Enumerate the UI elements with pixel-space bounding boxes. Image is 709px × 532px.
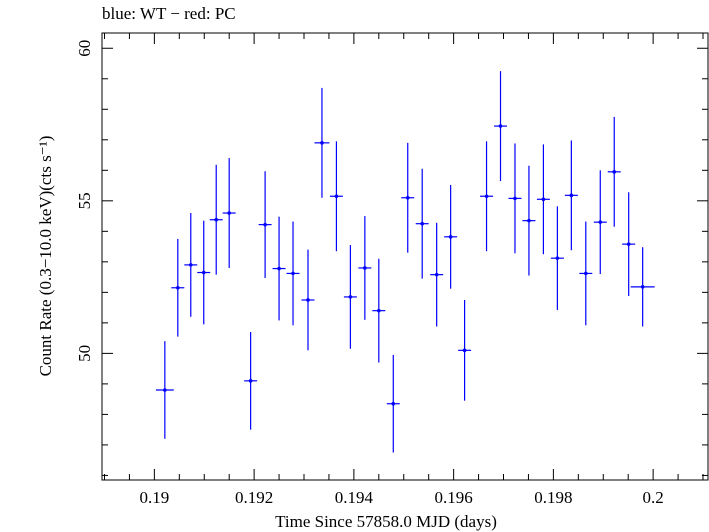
data-point [197, 220, 211, 325]
data-point [458, 299, 472, 401]
data-point [494, 71, 507, 181]
point-marker [405, 195, 410, 200]
point-marker [201, 270, 206, 275]
data-point [415, 168, 429, 279]
point-marker [513, 196, 517, 201]
point-marker [277, 266, 281, 271]
data-point [272, 216, 286, 321]
point-marker [434, 272, 439, 277]
point-marker [320, 141, 324, 145]
x-axis-label: Time Since 57858.0 MJD (days) [275, 512, 497, 531]
y-tick-label: 60 [75, 40, 94, 57]
point-marker [291, 271, 295, 276]
y-tick-label: 55 [75, 192, 94, 209]
point-marker [188, 263, 193, 267]
chart-title: blue: WT − red: PC [102, 4, 236, 23]
y-tick-label: 50 [75, 345, 94, 362]
data-point [209, 164, 223, 275]
data-point [244, 332, 258, 430]
point-marker [569, 193, 574, 198]
y-axis-label: Count Rate (0.3−10.0 keV)(cts s⁻¹) [36, 136, 55, 377]
point-marker [176, 285, 180, 290]
data-point [536, 144, 550, 255]
point-marker [214, 217, 219, 222]
point-marker [484, 194, 489, 199]
x-tick-label: 0.194 [335, 488, 374, 507]
x-tick-label: 0.198 [534, 488, 572, 507]
data-points-layer [155, 71, 655, 453]
point-marker [420, 221, 425, 226]
data-point [343, 245, 357, 349]
data-point [372, 258, 386, 363]
data-point [184, 213, 198, 317]
data-point [401, 142, 415, 253]
data-point [222, 158, 236, 268]
data-point [329, 141, 343, 252]
data-point [301, 249, 315, 351]
data-point [444, 184, 458, 289]
data-point [630, 247, 655, 327]
data-point [480, 141, 494, 252]
x-tick-label: 0.19 [139, 488, 169, 507]
point-marker [448, 235, 453, 239]
point-marker [348, 295, 353, 299]
data-point [358, 216, 372, 320]
point-marker [363, 266, 367, 270]
data-point [607, 116, 621, 227]
point-marker [555, 256, 560, 260]
data-point [258, 171, 272, 279]
point-marker [306, 298, 310, 302]
data-point [622, 192, 636, 297]
data-point [579, 221, 593, 326]
data-point [430, 222, 444, 327]
point-marker [462, 348, 467, 353]
point-marker [248, 379, 253, 383]
data-point [386, 354, 400, 453]
point-marker [612, 170, 617, 174]
data-point [564, 140, 578, 251]
data-point [550, 206, 564, 311]
point-marker [541, 197, 546, 202]
point-marker [626, 242, 631, 246]
x-tick-label: 0.196 [435, 488, 473, 507]
point-marker [598, 220, 603, 224]
ticks-layer: 0.19 0.192 0.194 0.196 0.198 0.2 50 55 60 [75, 33, 708, 507]
x-tick-label: 0.192 [235, 488, 273, 507]
data-point [314, 87, 330, 198]
data-point [593, 170, 607, 275]
data-point [522, 165, 536, 276]
point-marker [391, 401, 396, 406]
point-marker [377, 308, 381, 313]
data-point [171, 238, 185, 337]
point-marker [527, 218, 531, 223]
data-point [286, 221, 300, 326]
x-tick-label: 0.2 [643, 488, 664, 507]
data-point [155, 341, 174, 439]
point-marker [163, 388, 167, 392]
data-point [508, 143, 522, 254]
point-marker [584, 271, 588, 276]
point-marker [227, 211, 231, 215]
point-marker [640, 285, 645, 289]
point-marker [334, 194, 339, 199]
point-marker [498, 124, 503, 128]
point-marker [263, 222, 267, 227]
plot-frame [101, 32, 709, 481]
